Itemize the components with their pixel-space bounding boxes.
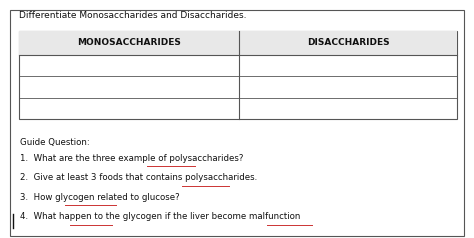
Text: 3.  How: 3. How (20, 193, 55, 202)
Text: 1.  What are the three example of polysaccharides?: 1. What are the three example of polysac… (20, 154, 243, 163)
Text: 4.  What happen: 4. What happen (20, 212, 91, 221)
Text: 1.  What are the three: 1. What are the three (20, 154, 118, 163)
Text: DISACCHARIDES: DISACCHARIDES (307, 38, 390, 47)
Text: 4.  What happen to the glycogen if the liver become malfunction: 4. What happen to the glycogen if the li… (20, 212, 301, 221)
Text: 2.  Give at least 3 foods that: 2. Give at least 3 foods that (20, 173, 146, 182)
Text: 4.  What: 4. What (20, 212, 59, 221)
Text: Differentiate Monosaccharides and Disaccharides.: Differentiate Monosaccharides and Disacc… (19, 11, 246, 20)
Text: 4.  What happen to the glycogen if the liver become: 4. What happen to the glycogen if the li… (20, 212, 246, 221)
Bar (19, 31, 457, 55)
Text: 4.  What happen to the glycogen if the liver: 4. What happen to the glycogen if the li… (20, 212, 211, 221)
Text: 3.  How glycogen related to glucose?: 3. How glycogen related to glucose? (20, 193, 180, 202)
Bar (19, 31, 457, 119)
Text: MONOSACCHARIDES: MONOSACCHARIDES (77, 38, 181, 47)
Text: 2.  Give at least 3 foods that contains: 2. Give at least 3 foods that contains (20, 173, 182, 182)
Text: Guide Question:: Guide Question: (20, 138, 90, 147)
Text: 3.  How glycogen: 3. How glycogen (20, 193, 94, 202)
Text: 1.  What are the three example: 1. What are the three example (20, 154, 155, 163)
Text: 2.  Give at least 3 foods that contains polysaccharides.: 2. Give at least 3 foods that contains p… (20, 173, 257, 182)
